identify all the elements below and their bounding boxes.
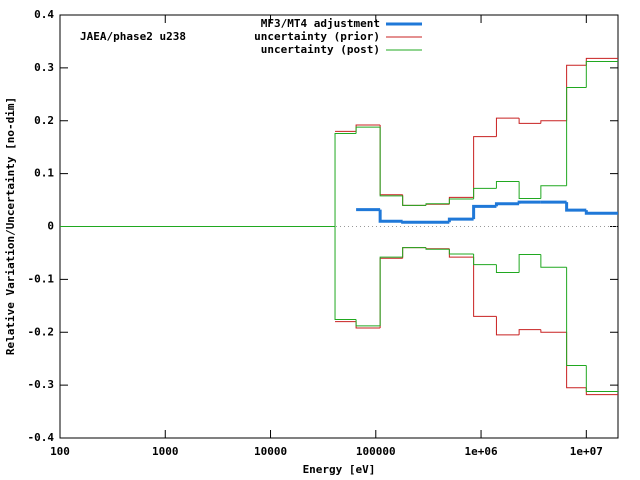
step-segment xyxy=(448,198,474,204)
step-segment xyxy=(448,248,474,258)
step-segment xyxy=(518,181,541,199)
step-segment xyxy=(584,210,618,215)
step-segment xyxy=(473,253,497,266)
step-segment xyxy=(334,132,357,227)
step-segment xyxy=(566,332,587,389)
step-segment xyxy=(566,267,587,367)
step-segment xyxy=(447,217,474,223)
step-segment xyxy=(517,200,541,204)
x-axis-label: Energy [eV] xyxy=(303,463,376,476)
step-segment xyxy=(448,196,474,205)
step-segment xyxy=(379,127,403,197)
step-segment xyxy=(585,61,618,88)
step-segment xyxy=(495,181,520,189)
step-segment xyxy=(355,126,381,134)
step-segment xyxy=(379,256,403,326)
y-tick-label: 0 xyxy=(47,220,54,233)
y-tick-label: -0.1 xyxy=(28,272,55,285)
step-segment xyxy=(494,202,520,207)
step-segment xyxy=(566,64,587,121)
step-segment xyxy=(402,195,427,206)
step-segment xyxy=(334,226,357,321)
x-tick-label: 100 xyxy=(50,445,70,458)
step-segment xyxy=(402,194,427,206)
step-segment xyxy=(540,329,567,333)
step-segment xyxy=(355,319,381,327)
y-tick-label: 0.3 xyxy=(34,61,54,74)
step-segment xyxy=(518,254,541,273)
x-tick-label: 1e+06 xyxy=(464,445,497,458)
step-segment xyxy=(448,249,474,255)
x-tick-label: 1000 xyxy=(152,445,179,458)
step-segment xyxy=(425,203,450,206)
step-segment xyxy=(518,329,541,335)
step-segment xyxy=(473,136,497,198)
step-segment xyxy=(425,247,450,250)
legend-label: uncertainty (prior) xyxy=(254,30,380,43)
step-segment xyxy=(565,202,587,212)
step-segment xyxy=(402,247,427,258)
step-segment xyxy=(355,321,381,329)
step-segment xyxy=(473,187,497,200)
step-segment xyxy=(401,220,427,224)
step-segment xyxy=(379,257,403,329)
y-tick-label: 0.2 xyxy=(34,114,54,127)
y-tick-label: 0.1 xyxy=(34,167,54,180)
x-tick-label: 10000 xyxy=(254,445,287,458)
step-segment xyxy=(495,117,520,137)
step-segment xyxy=(378,209,403,223)
step-segment xyxy=(566,86,587,186)
step-segment xyxy=(355,124,381,132)
step-segment xyxy=(425,247,450,250)
x-tick-label: 1e+07 xyxy=(570,445,603,458)
step-segment xyxy=(585,365,618,392)
y-tick-label: -0.2 xyxy=(28,325,55,338)
y-tick-label: -0.4 xyxy=(28,431,55,444)
x-tick-label: 100000 xyxy=(356,445,396,458)
legend-label: MF3/MT4 adjustment xyxy=(261,17,380,30)
step-segment xyxy=(540,185,567,199)
step-segment xyxy=(495,316,520,336)
y-tick-label: -0.3 xyxy=(28,378,55,391)
y-tick-label: 0.4 xyxy=(34,8,54,21)
y-axis-label: Relative Variation/Uncertainty [no-dim] xyxy=(4,97,17,355)
step-segment xyxy=(518,118,541,124)
step-segment xyxy=(540,120,567,124)
step-segment xyxy=(379,124,403,196)
annotation: JAEA/phase2 u238 xyxy=(80,30,186,43)
step-segment xyxy=(402,247,427,259)
step-segment xyxy=(495,264,520,274)
legend-label: uncertainty (post) xyxy=(261,43,380,56)
step-segment xyxy=(425,203,450,206)
step-segment xyxy=(540,254,567,268)
step-segment xyxy=(473,257,497,317)
step-segment xyxy=(472,204,497,220)
